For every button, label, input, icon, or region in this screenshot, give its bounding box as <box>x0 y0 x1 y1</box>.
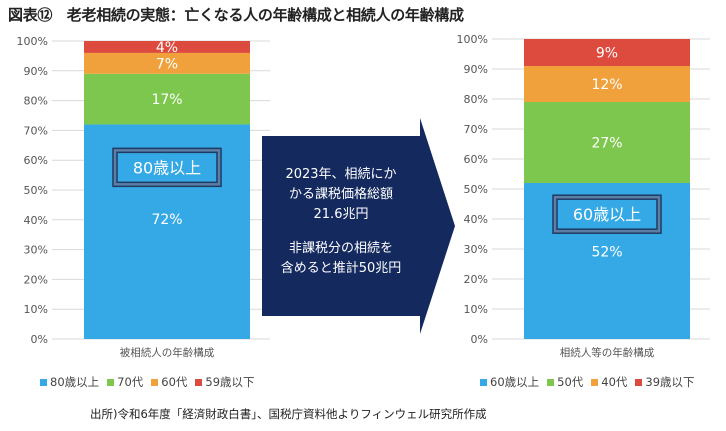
y-tick-label: 10% <box>24 303 48 316</box>
bar-segment <box>524 66 690 102</box>
legend-label: 40代 <box>601 375 628 389</box>
data-label: 7% <box>156 56 178 72</box>
bar-segment <box>84 52 250 74</box>
legend-left: 80歳以上 70代 60代 59歳以下 <box>40 374 255 390</box>
y-tick-label: 30% <box>24 244 48 257</box>
y-tick-label: 100% <box>457 33 488 46</box>
y-tick-label: 0% <box>31 333 48 346</box>
legend-label: 80歳以上 <box>50 375 100 389</box>
data-label: 12% <box>591 77 622 93</box>
data-label: 27% <box>591 136 622 152</box>
legend-item: 60代 <box>151 374 187 390</box>
arrow-line-spacer <box>262 225 420 239</box>
legend-item: 50代 <box>547 374 583 390</box>
arrow-annotation: 2023年、相続にか かる課税価格総額 21.6兆円 非課税分の相続を 含めると… <box>262 165 420 279</box>
callout-label: 60歳以上 <box>573 205 641 224</box>
legend-swatch <box>591 378 599 386</box>
legend-label: 50代 <box>557 375 584 389</box>
chart-panel-1: 0% 10% 20% 30% 40% 50% 60% 70% 80% 90% 100% 52% 27% 1… <box>457 33 710 359</box>
data-label: 72% <box>151 212 182 228</box>
legend-label: 39歳以下 <box>645 375 695 389</box>
y-tick-label: 80% <box>464 93 488 106</box>
legend-item: 59歳以下 <box>195 374 255 390</box>
data-label: 52% <box>591 245 622 261</box>
legend-swatch <box>635 378 643 386</box>
legend-right: 60歳以上 50代 40代 39歳以下 <box>480 374 695 390</box>
callout-box <box>556 198 658 230</box>
legend-item: 80歳以上 <box>40 374 99 390</box>
legend-label: 60代 <box>161 375 188 389</box>
y-tick-label: 70% <box>464 123 488 136</box>
y-tick-label: 80% <box>24 95 48 108</box>
bar-segment <box>524 39 690 66</box>
y-tick-label: 90% <box>24 65 48 78</box>
legend-label: 59歳以下 <box>205 375 255 389</box>
legend-item: 60歳以上 <box>480 374 539 390</box>
x-category-label: 相続人等の年齢構成 <box>560 346 655 359</box>
legend-swatch <box>40 378 47 386</box>
legend-item: 39歳以下 <box>635 374 695 390</box>
legend-swatch <box>151 378 159 386</box>
arrow-line: 含めると推計50兆円 <box>280 261 402 276</box>
y-tick-label: 10% <box>464 303 488 316</box>
data-label: 4% <box>156 40 178 56</box>
callout-label: 80歳以上 <box>133 158 201 177</box>
data-label: 17% <box>151 92 182 108</box>
arrow-line: 21.6兆円 <box>313 207 369 222</box>
y-tick-label: 30% <box>464 243 488 256</box>
y-tick-label: 20% <box>464 273 488 286</box>
legend-item: 70代 <box>107 374 143 390</box>
bar-segment <box>84 41 250 53</box>
y-tick-label: 100% <box>17 35 48 48</box>
callout-box <box>116 151 218 184</box>
figure-title: 図表⑫ 老老相続の実態：亡くなる人の年齢構成と相続人の年齢構成 <box>8 6 464 24</box>
bar-segment <box>524 102 690 183</box>
chart-panel-0: 0% 10% 20% 30% 40% 50% 60% 70% 80% 90% 100% 72% 17% 7… <box>17 35 270 359</box>
y-tick-label: 70% <box>24 124 48 137</box>
y-tick-label: 90% <box>464 63 488 76</box>
y-tick-label: 50% <box>464 183 488 196</box>
legend-swatch <box>547 378 555 386</box>
data-label: 9% <box>596 46 618 62</box>
arrow-line: 2023年、相続にか <box>285 167 397 182</box>
y-tick-label: 20% <box>24 273 48 286</box>
y-tick-label: 0% <box>471 333 488 346</box>
y-tick-label: 60% <box>24 154 48 167</box>
legend-swatch <box>195 378 203 386</box>
flow-arrow <box>262 118 455 334</box>
bar-segment <box>84 73 250 125</box>
legend-label: 70代 <box>117 375 144 389</box>
legend-label: 60歳以上 <box>490 375 540 389</box>
y-tick-label: 40% <box>464 213 488 226</box>
source-note: 出所)令和6年度「経済財政白書」、国税庁資料他よりフィンウェル研究所作成 <box>90 407 487 421</box>
y-tick-label: 40% <box>24 214 48 227</box>
arrow-line: 非課税分の相続を <box>288 241 393 256</box>
legend-item: 40代 <box>591 374 627 390</box>
arrow-line: かる課税価格総額 <box>288 187 393 202</box>
legend-swatch <box>480 378 487 386</box>
y-tick-label: 50% <box>24 184 48 197</box>
y-tick-label: 60% <box>464 153 488 166</box>
x-category-label: 被相続人の年齢構成 <box>120 346 215 359</box>
legend-swatch <box>107 378 115 386</box>
